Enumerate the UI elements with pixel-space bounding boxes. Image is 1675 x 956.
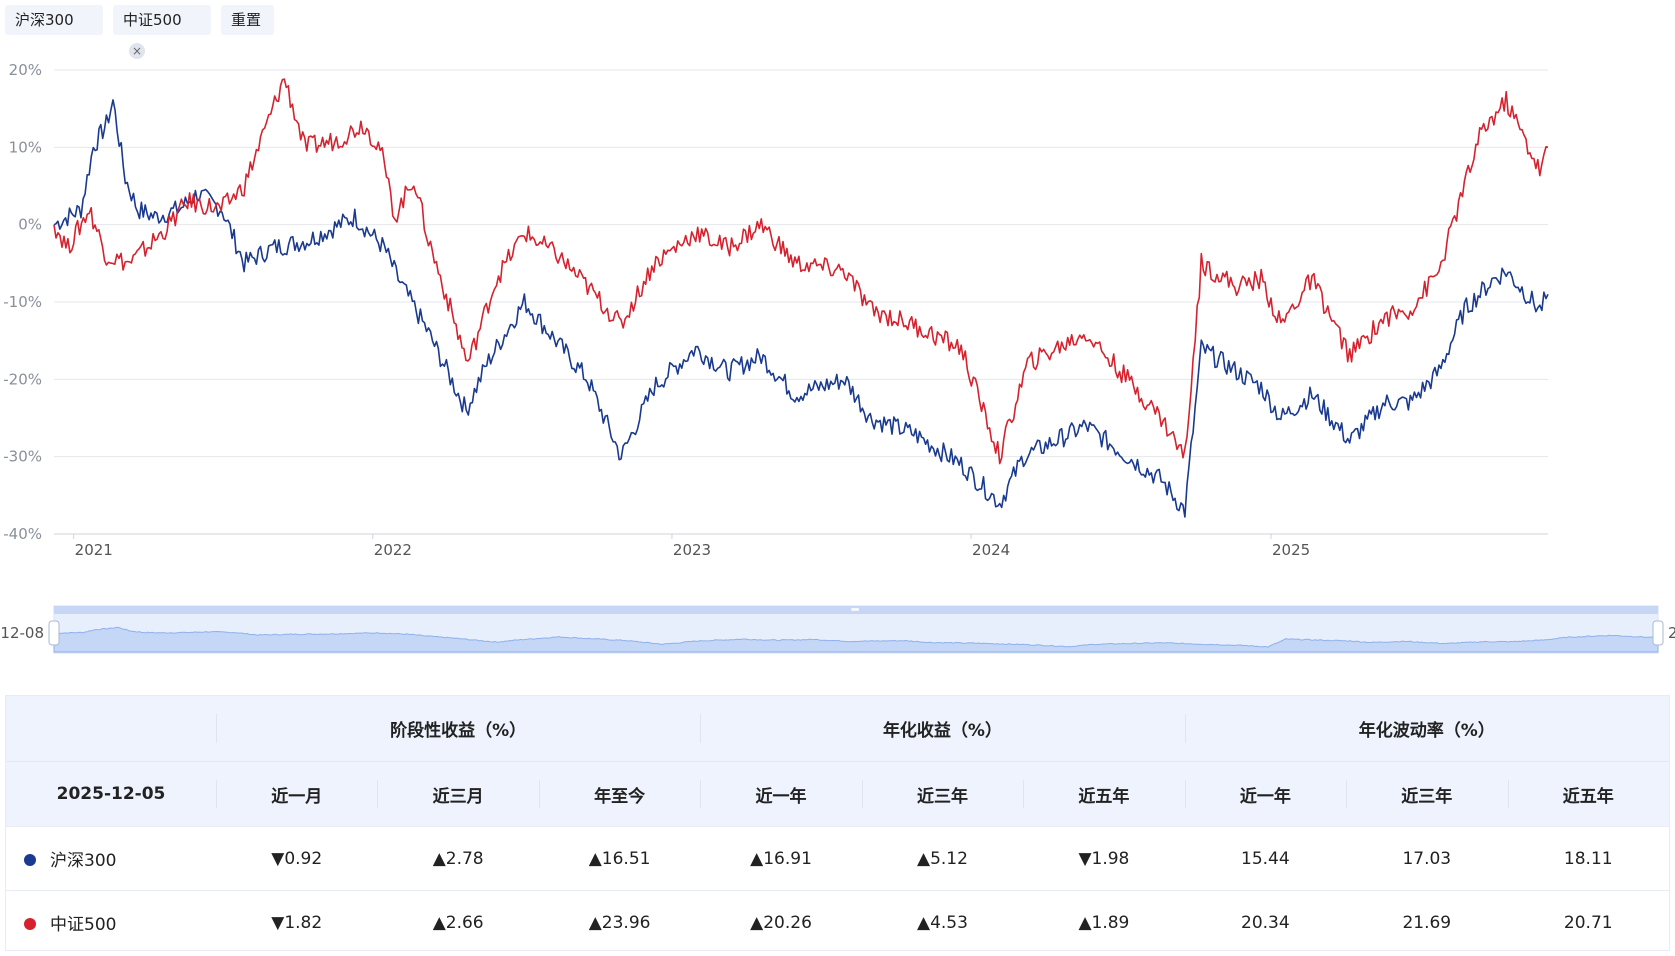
- header-empty: [6, 696, 216, 762]
- slider-right-handle[interactable]: [1652, 620, 1664, 646]
- column-header: 近五年: [1507, 761, 1669, 827]
- value-cell: ▼0.92: [216, 826, 378, 891]
- table-body: 沪深300 ▼0.92 ▲2.78 ▲16.51 ▲16.91 ▲5.12 ▼1.98 15.…: [6, 826, 1669, 954]
- date-header: 2025-12-05: [6, 761, 216, 827]
- series-line-1: [53, 99, 1549, 518]
- value-cell: 18.11: [1507, 826, 1669, 891]
- y-axis: 20% 10% 0% -10% -20% -30% -40%: [3, 61, 42, 543]
- filter-tag-zz500[interactable]: 中证500 ×: [113, 5, 211, 59]
- column-header: 近五年: [1023, 761, 1185, 827]
- column-header: 年至今: [538, 761, 701, 827]
- value-cell: ▲4.53: [861, 890, 1024, 954]
- y-tick-label: 0%: [18, 216, 42, 234]
- x-tick-label: 2022: [374, 541, 412, 559]
- series-line-2: [53, 78, 1549, 465]
- column-header: 近三年: [861, 761, 1024, 827]
- y-tick-label: -10%: [3, 293, 42, 311]
- table-row: 沪深300 ▼0.92 ▲2.78 ▲16.51 ▲16.91 ▲5.12 ▼1.98 15.…: [6, 826, 1669, 891]
- column-header: 近一年: [1184, 761, 1347, 827]
- y-tick-label: 20%: [9, 61, 42, 79]
- x-tick-label: 2023: [673, 541, 711, 559]
- group-header-row: 阶段性收益（%） 年化收益（%） 年化波动率（%）: [6, 696, 1669, 762]
- value-cell: ▲1.89: [1023, 890, 1185, 954]
- grid-lines: [54, 69, 1548, 535]
- value-cell: 21.69: [1346, 890, 1508, 954]
- column-header: 近三月: [377, 761, 539, 827]
- series-name: 沪深300: [50, 851, 117, 871]
- reset-button[interactable]: 重置: [221, 5, 274, 35]
- line-chart: 20%10%0%-10%-20%-30%-40% 2021 2022 2023 202…: [0, 61, 1675, 654]
- y-tick-label: -40%: [3, 525, 42, 543]
- legend-dot-icon: [24, 854, 36, 866]
- date-range-slider[interactable]: 12-08 2: [0, 605, 1675, 654]
- x-tick-label: 2024: [972, 541, 1010, 559]
- group-header-annual-return: 年化收益（%）: [700, 696, 1185, 762]
- value-cell: 17.03: [1346, 826, 1508, 891]
- value-cell: 20.34: [1184, 890, 1347, 954]
- slider-grip-icon: [851, 608, 859, 611]
- value-cell: ▼1.82: [216, 890, 378, 954]
- slider-preview-area: [53, 626, 1659, 653]
- x-tick-label: 2021: [75, 541, 113, 559]
- y-tick-label: -30%: [3, 448, 42, 466]
- value-cell: ▲16.51: [538, 826, 701, 891]
- reset-button-label: 重置: [231, 11, 262, 29]
- slider-left-handle[interactable]: [48, 620, 60, 646]
- filter-tag-zz500-label: 中证500: [123, 11, 182, 29]
- value-cell: 20.71: [1507, 890, 1669, 954]
- y-tick-label: -20%: [3, 370, 42, 388]
- x-axis: 2021 2022 2023 2024 2025: [54, 533, 1548, 559]
- slider-start-label: 12-08: [0, 624, 44, 642]
- value-cell: ▲5.12: [861, 826, 1024, 891]
- column-header: 近一年: [700, 761, 862, 827]
- value-cell: ▼1.98: [1023, 826, 1185, 891]
- series-name: 中证500: [50, 915, 117, 935]
- series-lines: [53, 78, 1549, 518]
- column-header: 近三年: [1346, 761, 1508, 827]
- filter-tag-hs300-label: 沪深300: [15, 11, 74, 29]
- series-name-cell: 中证500: [6, 890, 216, 954]
- table-row: 中证500 ▼1.82 ▲2.66 ▲23.96 ▲20.26 ▲4.53 ▲1.89 20.…: [6, 890, 1669, 954]
- group-header-period-return: 阶段性收益（%）: [216, 696, 701, 762]
- value-cell: ▲2.78: [377, 826, 539, 891]
- x-tick-label: 2025: [1272, 541, 1310, 559]
- value-cell: ▲16.91: [700, 826, 862, 891]
- value-cell: 15.44: [1184, 826, 1347, 891]
- group-header-annual-volatility: 年化波动率（%）: [1184, 696, 1669, 762]
- column-header-row: 2025-12-05 近一月 近三月 年至今 近一年 近三年 近五年 近一年 近三年 近五年: [6, 761, 1669, 827]
- legend-dot-icon: [24, 918, 36, 930]
- value-cell: ▲20.26: [700, 890, 862, 954]
- value-cell: ▲2.66: [377, 890, 539, 954]
- y-tick-label: 10%: [9, 138, 42, 156]
- performance-table: 阶段性收益（%） 年化收益（%） 年化波动率（%） 2025-12-05 近一月…: [5, 695, 1670, 954]
- slider-end-label: 2: [1668, 624, 1675, 642]
- series-name-cell: 沪深300: [6, 826, 216, 891]
- value-cell: ▲23.96: [538, 890, 701, 954]
- column-header: 近一月: [216, 761, 378, 827]
- filter-tag-hs300[interactable]: 沪深300: [5, 5, 103, 35]
- close-icon[interactable]: ×: [129, 42, 145, 59]
